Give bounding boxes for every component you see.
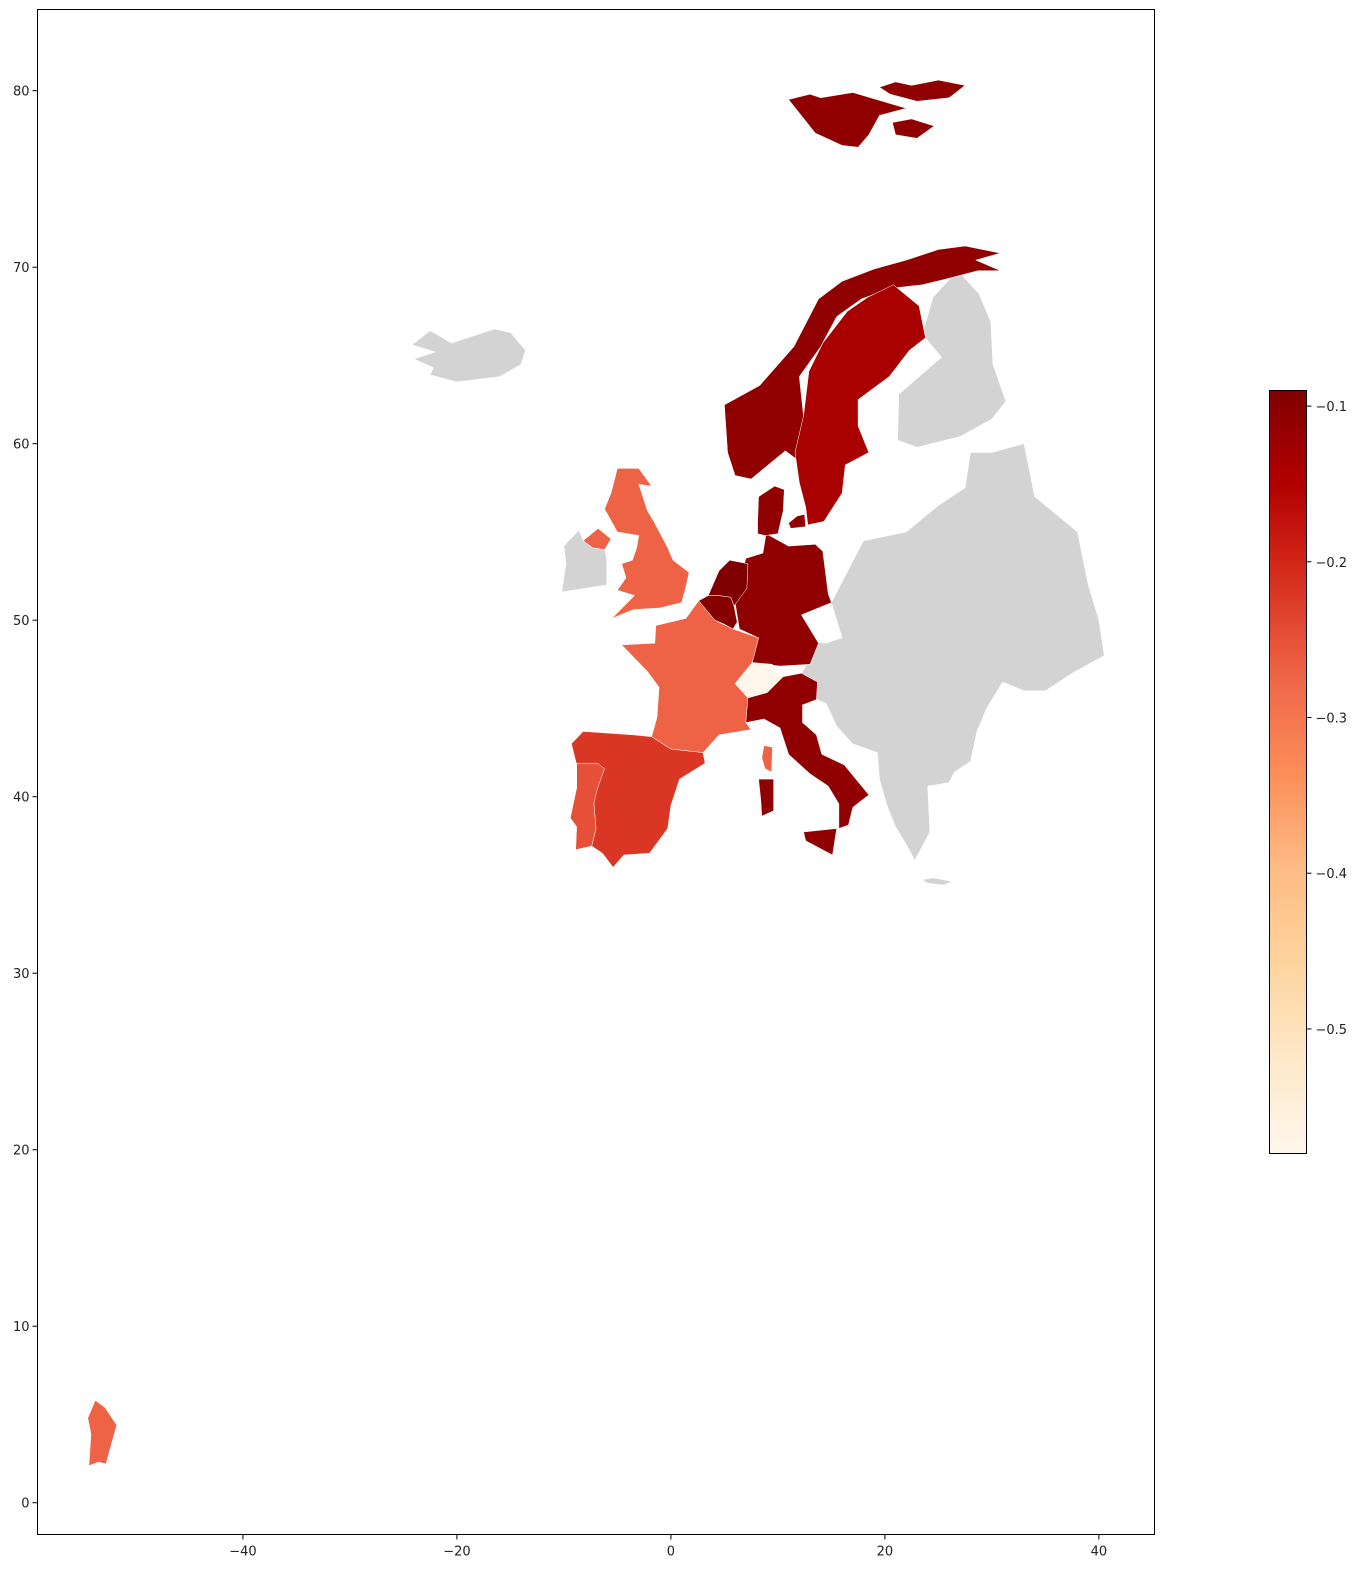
x-axis: −40 −20 0 20 40 [229,1534,1108,1560]
x-tick-label: −40 [229,1545,256,1560]
colorbar-ticks: −0.5 −0.4 −0.3 −0.2 −0.1 [1306,400,1348,1038]
colorbar-tick-label: −0.3 [1316,712,1348,727]
colorbar-tick-label: −0.4 [1316,867,1348,882]
region-norway [724,245,1001,480]
y-tick-label: 30 [13,967,30,982]
colorbar-tick-label: −0.1 [1316,400,1348,415]
colorbar-tick-label: −0.5 [1316,1023,1348,1038]
region-svalbard [788,79,966,148]
y-tick-label: 70 [13,261,30,276]
region-denmark [757,485,806,536]
region-corsica [761,745,773,773]
y-tick-label: 50 [13,614,30,629]
y-axis: 0 10 20 30 40 50 60 70 80 [13,85,38,1512]
colorbar: −0.5 −0.4 −0.3 −0.2 −0.1 [1269,390,1348,1154]
region-sweden [794,284,926,526]
y-tick-label: 60 [13,438,30,453]
regions-layer [87,79,1105,1466]
region-finland [897,270,1007,448]
colorbar-tick-label: −0.2 [1316,556,1348,571]
region-united-kingdom [582,468,690,619]
y-tick-label: 80 [13,85,30,100]
y-tick-label: 40 [13,791,30,806]
y-tick-label: 20 [13,1144,30,1159]
x-tick-label: −20 [443,1545,470,1560]
y-tick-label: 0 [21,1497,29,1512]
region-crete [922,877,953,886]
region-eastern-europe [801,443,1105,861]
x-tick-label: 40 [1091,1545,1108,1560]
region-italy [745,672,870,856]
x-tick-label: 20 [877,1545,894,1560]
colorbar-gradient [1269,390,1307,1154]
region-iceland [411,328,526,383]
region-portugal [570,762,605,850]
region-belgium [698,595,738,630]
plot-frame [37,9,1155,1535]
region-french-guiana [87,1400,117,1466]
x-tick-label: 0 [667,1545,675,1560]
region-france [621,600,759,753]
y-tick-label: 10 [13,1320,30,1335]
